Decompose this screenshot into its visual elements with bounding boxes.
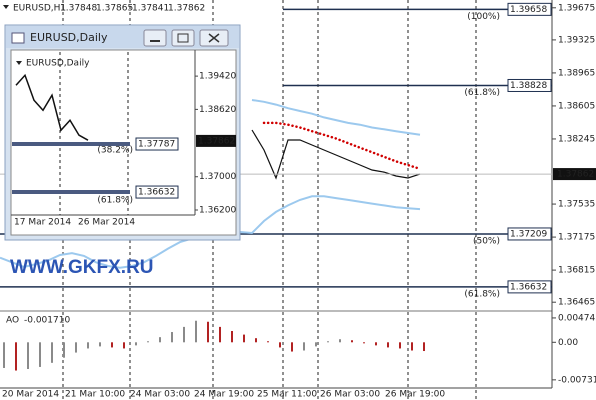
window-title: EURUSD,Daily (30, 31, 108, 44)
y-tick-label: 1.37535 (558, 200, 595, 210)
time-label: 25 Mar 11:00 (257, 390, 317, 400)
fibo-price-box (507, 227, 552, 241)
open: 1.37848 (60, 4, 97, 14)
menu-arrow[interactable] (3, 5, 9, 9)
minimize-button[interactable] (143, 29, 167, 47)
time-label: 26 Mar 19:00 (385, 390, 445, 400)
high: 1.37865 (96, 4, 133, 14)
fibo-price: 1.36632 (138, 188, 175, 198)
fibo-percent: (100%) (467, 12, 500, 22)
fibo-price-box (507, 280, 552, 294)
inset-chart: 1.39420 1.38620 1.37000 1.36200 (38.2%) 1.377… (12, 52, 236, 228)
fibo-percent: (38.2%) (97, 146, 133, 156)
close-glyph (208, 33, 220, 43)
fibo-price: 1.36632 (510, 282, 547, 292)
upper-band (251, 99, 421, 136)
fibo-price: 1.37209 (510, 229, 547, 239)
time-label: 21 Mar 10:00 (65, 390, 125, 400)
y-tick-label: 1.37000 (199, 172, 236, 182)
indicator-name: AO (6, 316, 19, 326)
window-icon (11, 32, 25, 44)
inset-window: EURUSD,Daily EURUSD,Daily 1.39420 1.38620… (4, 24, 241, 241)
current-price-box (196, 134, 236, 147)
daily-price-line (15, 73, 89, 141)
maximize-button[interactable] (171, 29, 195, 47)
time-label: 17 Mar 2014 (14, 218, 71, 228)
y-tick-label: 1.36200 (199, 206, 236, 216)
time-label: 24 Mar 19:00 (194, 390, 254, 400)
fibo-price: 1.39658 (510, 5, 547, 15)
fibo-percent: (50%) (473, 236, 500, 246)
fibo-price-box (135, 137, 179, 151)
y-tick-label: 1.38605 (558, 101, 595, 111)
close: 1.37862 (168, 4, 205, 14)
low: 1.37841 (132, 4, 169, 14)
fibo-percent: (61.8%) (464, 289, 500, 299)
maximize-glyph (177, 33, 189, 43)
fibo-price: 1.37787 (138, 140, 175, 150)
ao-tick-label: -0.007312 (558, 375, 596, 385)
current-price: 1.37862 (198, 136, 235, 146)
current-price: 1.37862 (557, 170, 594, 180)
fibo-price-box (507, 78, 552, 92)
ao-tick-label: 0.004745 (558, 313, 596, 323)
watermark: WWW.GKFX.RU (10, 257, 154, 278)
y-tick-label: 1.38965 (558, 68, 595, 78)
indicator-value: -0.001710 (24, 316, 70, 326)
symbol: EURUSD,H1 (13, 4, 66, 14)
menu-arrow[interactable] (16, 61, 22, 65)
y-tick-label: 1.38620 (199, 105, 236, 115)
y-tick-label: 1.39420 (199, 72, 236, 82)
fibo-price-box (135, 185, 179, 199)
y-tick-label: 1.37175 (558, 233, 595, 243)
inset-chart-label: EURUSD,Daily (26, 59, 90, 69)
price-line (251, 129, 421, 180)
y-tick-label: 1.38245 (558, 134, 595, 144)
time-label: 26 Mar 03:00 (320, 390, 380, 400)
y-tick-label: 1.39675 (558, 3, 595, 13)
fibo-percent: (61.8%) (97, 196, 133, 206)
time-label: 26 Mar 2014 (78, 218, 135, 228)
time-label: 20 Mar 2014 (2, 390, 59, 400)
y-tick-label: 1.39325 (558, 35, 595, 45)
fibo-percent: (61.8%) (464, 88, 500, 98)
time-label: 24 Mar 03:00 (130, 390, 190, 400)
y-tick-label: 1.36465 (558, 298, 595, 308)
fibo-price-box (507, 2, 552, 16)
ao-tick-label: 0.00 (558, 338, 578, 348)
moving-average (262, 121, 422, 171)
fibo-price: 1.38828 (510, 81, 547, 91)
y-tick-label: 1.36815 (558, 266, 595, 276)
current-price-box (553, 168, 596, 181)
